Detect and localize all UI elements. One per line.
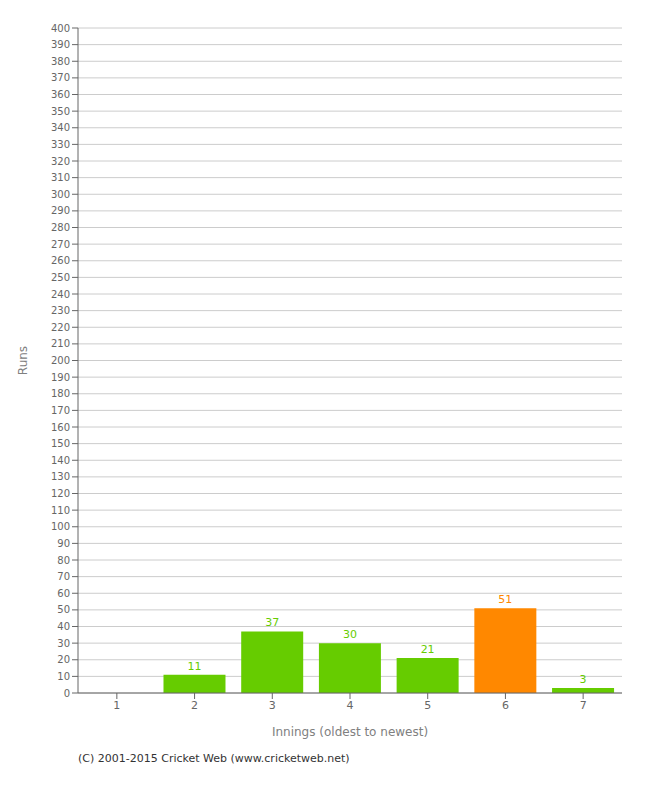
svg-text:60: 60 [57,588,70,599]
svg-text:20: 20 [57,654,70,665]
svg-text:320: 320 [51,156,70,167]
svg-text:220: 220 [51,322,70,333]
svg-text:150: 150 [51,438,70,449]
svg-text:70: 70 [57,571,70,582]
svg-text:290: 290 [51,205,70,216]
svg-text:3: 3 [269,699,276,712]
svg-text:120: 120 [51,488,70,499]
svg-text:3: 3 [580,673,587,686]
svg-text:200: 200 [51,355,70,366]
svg-text:330: 330 [51,139,70,150]
svg-text:51: 51 [498,593,512,606]
svg-text:180: 180 [51,388,70,399]
svg-text:260: 260 [51,255,70,266]
svg-text:310: 310 [51,172,70,183]
svg-text:90: 90 [57,538,70,549]
svg-text:0: 0 [64,688,70,699]
svg-text:40: 40 [57,621,70,632]
svg-text:240: 240 [51,289,70,300]
svg-text:400: 400 [51,23,70,34]
svg-text:280: 280 [51,222,70,233]
svg-text:360: 360 [51,89,70,100]
svg-text:190: 190 [51,372,70,383]
svg-text:210: 210 [51,338,70,349]
svg-text:30: 30 [57,638,70,649]
svg-text:300: 300 [51,189,70,200]
svg-text:30: 30 [343,628,357,641]
svg-text:21: 21 [421,643,435,656]
svg-text:11: 11 [187,660,201,673]
svg-text:170: 170 [51,405,70,416]
svg-text:10: 10 [57,671,70,682]
svg-text:370: 370 [51,72,70,83]
svg-text:250: 250 [51,272,70,283]
svg-text:6: 6 [502,699,509,712]
svg-text:130: 130 [51,471,70,482]
svg-text:4: 4 [347,699,354,712]
svg-text:50: 50 [57,604,70,615]
svg-text:80: 80 [57,555,70,566]
svg-text:380: 380 [51,56,70,67]
svg-text:110: 110 [51,505,70,516]
svg-text:Innings (oldest to newest): Innings (oldest to newest) [272,725,428,739]
svg-text:5: 5 [424,699,431,712]
svg-text:350: 350 [51,106,70,117]
svg-text:140: 140 [51,455,70,466]
svg-text:270: 270 [51,239,70,250]
svg-text:340: 340 [51,122,70,133]
svg-text:100: 100 [51,521,70,532]
svg-text:37: 37 [265,616,279,629]
svg-text:7: 7 [580,699,587,712]
svg-text:2: 2 [191,699,198,712]
svg-text:390: 390 [51,39,70,50]
svg-text:Runs: Runs [16,346,30,375]
html-text:(C) 2001-2015 Cricket Web (www: (C) 2001-2015 Cricket Web (www.cricketwe… [78,752,350,765]
svg-text:230: 230 [51,305,70,316]
svg-text:1: 1 [113,699,120,712]
svg-text:160: 160 [51,422,70,433]
